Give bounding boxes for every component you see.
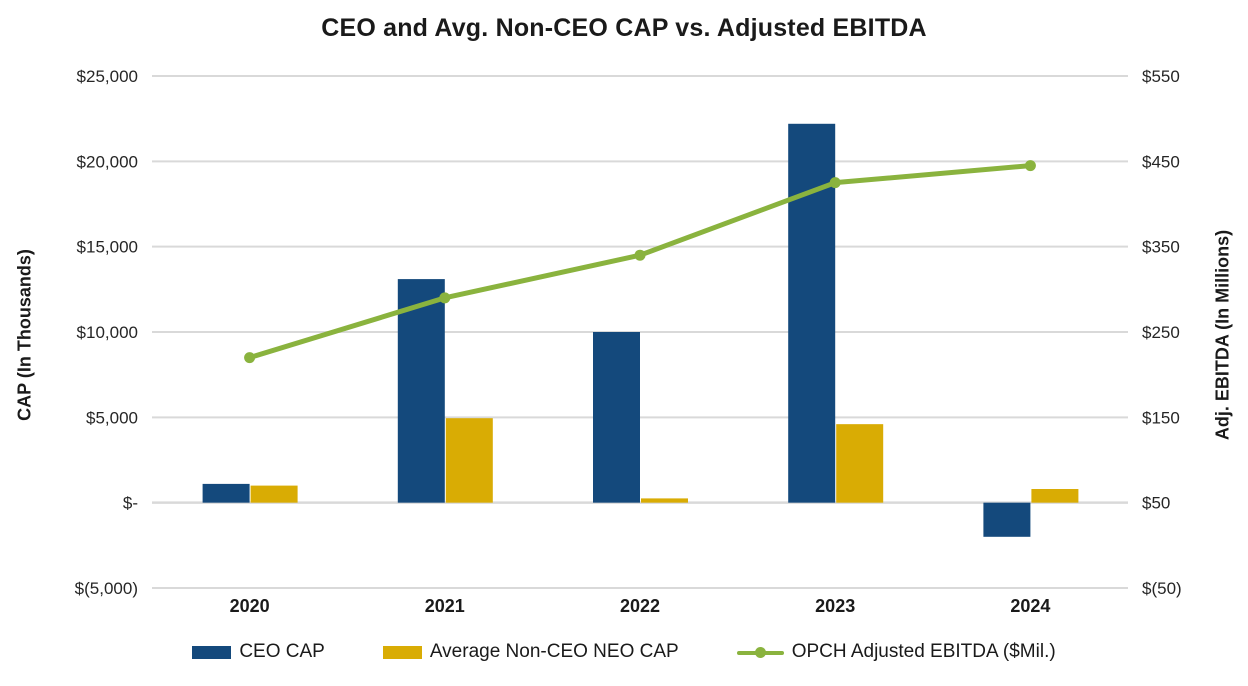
ebitda-line-marker-2021	[439, 292, 451, 304]
legend-label-ceo-cap: CEO CAP	[239, 641, 325, 662]
legend-item-opch-adjusted-ebitda: OPCH Adjusted EBITDA ($Mil.)	[736, 641, 1056, 663]
bar-ceo-cap-2020	[202, 483, 250, 503]
left-axis-tick-label: $-	[123, 494, 138, 513]
left-axis-tick-label: $25,000	[77, 67, 138, 86]
chart-title: CEO and Avg. Non-CEO CAP vs. Adjusted EB…	[321, 14, 927, 42]
right-axis-tick-label: $350	[1142, 238, 1180, 257]
avg-non-ceo-cap-bar-swatch-icon	[382, 645, 422, 659]
right-axis-tick-label: $250	[1142, 323, 1180, 342]
bar-average-non-ceo-neo-cap-2022	[641, 498, 688, 503]
legend: CEO CAP Average Non-CEO NEO CAP OPCH Adj…	[0, 641, 1248, 663]
right-axis-tick-label: $150	[1142, 408, 1180, 427]
left-axis-tick-label: $20,000	[77, 152, 138, 171]
bar-average-non-ceo-neo-cap-2021	[445, 418, 493, 503]
left-axis-tick-label: $15,000	[77, 238, 138, 257]
bar-average-non-ceo-neo-cap-2020	[250, 485, 298, 503]
right-axis-tick-label: $(50)	[1142, 579, 1182, 598]
ebitda-line-marker-2022	[634, 249, 646, 261]
left-axis-tick-label: $10,000	[77, 323, 138, 342]
bar-ceo-cap-2022	[593, 332, 640, 503]
ebitda-line-swatch-dot	[754, 646, 766, 658]
legend-item-avg-non-ceo-cap: Average Non-CEO NEO CAP	[382, 641, 679, 663]
x-axis-category-label: 2024	[1010, 596, 1050, 616]
right-axis-tick-label: $450	[1142, 152, 1180, 171]
ebitda-line-swatch-icon	[736, 646, 784, 659]
left-axis-tick-label: $5,000	[86, 408, 138, 427]
bar-ceo-cap-2021	[397, 279, 445, 503]
ceo-cap-bar-swatch-icon	[192, 645, 232, 659]
ebitda-line-marker-2024	[1024, 160, 1036, 172]
left-axis-tick-label: $(5,000)	[75, 579, 138, 598]
x-axis-category-label: 2023	[815, 596, 855, 616]
bar-average-non-ceo-neo-cap-2023	[836, 424, 884, 503]
x-axis-category-label: 2022	[620, 596, 660, 616]
ebitda-line-marker-2020	[244, 352, 256, 364]
legend-label-avg-non-ceo-cap: Average Non-CEO NEO CAP	[429, 641, 679, 662]
right-axis-tick-label: $550	[1142, 67, 1180, 86]
x-axis-category-label: 2021	[425, 596, 465, 616]
x-axis-category-label: 2020	[230, 596, 270, 616]
bar-ceo-cap-2023	[788, 123, 836, 503]
bar-average-non-ceo-neo-cap-2024	[1031, 489, 1079, 503]
right-axis-tick-label: $50	[1142, 494, 1170, 513]
ebitda-line-marker-2023	[829, 177, 841, 189]
bar-ceo-cap-2024	[983, 502, 1031, 537]
legend-item-ceo-cap: CEO CAP	[192, 641, 325, 663]
legend-label-opch-adjusted-ebitda: OPCH Adjusted EBITDA ($Mil.)	[791, 641, 1056, 662]
ebitda-line	[247, 163, 1033, 361]
